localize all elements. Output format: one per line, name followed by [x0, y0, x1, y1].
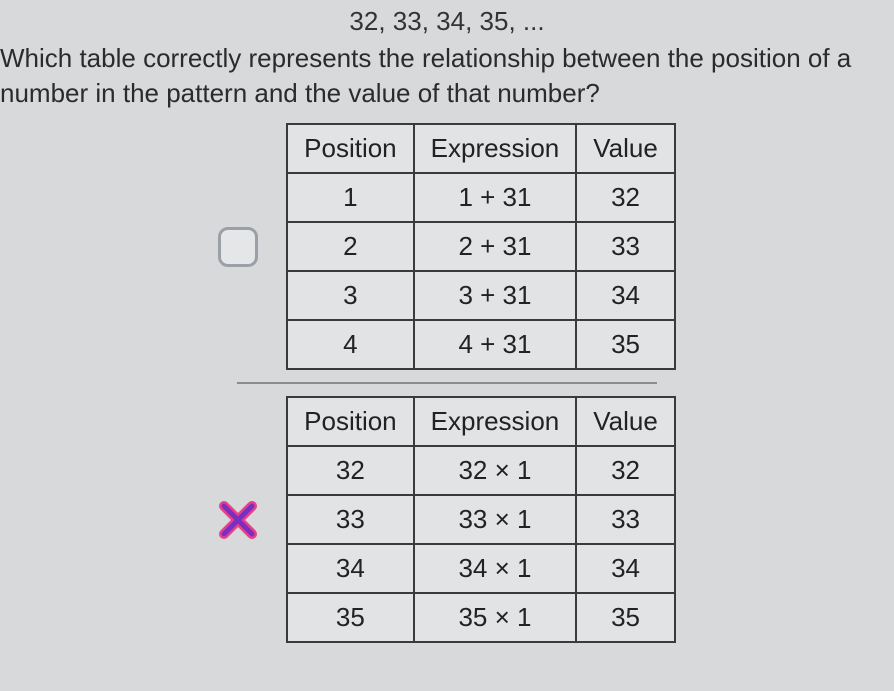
cell: 32	[287, 446, 414, 495]
table-row: 35 35 × 1 35	[287, 593, 675, 642]
cell: 32	[576, 446, 675, 495]
answer-table-1: Position Expression Value 1 1 + 31 32 2 …	[286, 123, 676, 370]
cell: 4 + 31	[414, 320, 577, 369]
table-row: 32 32 × 1 32	[287, 446, 675, 495]
cell: 1	[287, 173, 414, 222]
cell: 35	[576, 320, 675, 369]
cell: 34	[576, 271, 675, 320]
col-value: Value	[576, 124, 675, 173]
table-row: 2 2 + 31 33	[287, 222, 675, 271]
answer-table-2: Position Expression Value 32 32 × 1 32 3…	[286, 396, 676, 643]
table-row: 1 1 + 31 32	[287, 173, 675, 222]
cell: 34	[576, 544, 675, 593]
cell: 33	[287, 495, 414, 544]
cell: 33 × 1	[414, 495, 577, 544]
cell: 35	[287, 593, 414, 642]
table-row: 33 33 × 1 33	[287, 495, 675, 544]
cell: 32 × 1	[414, 446, 577, 495]
question-text: Which table correctly represents the rel…	[0, 41, 894, 111]
cell: 4	[287, 320, 414, 369]
checkbox-empty-icon[interactable]	[218, 227, 258, 267]
option-2[interactable]: Position Expression Value 32 32 × 1 32 3…	[0, 396, 894, 643]
cell: 34 × 1	[414, 544, 577, 593]
cell: 2	[287, 222, 414, 271]
table-header-row: Position Expression Value	[287, 397, 675, 446]
cell: 34	[287, 544, 414, 593]
cell: 3	[287, 271, 414, 320]
table-header-row: Position Expression Value	[287, 124, 675, 173]
cell: 2 + 31	[414, 222, 577, 271]
cell: 33	[576, 222, 675, 271]
cell: 33	[576, 495, 675, 544]
col-position: Position	[287, 397, 414, 446]
col-position: Position	[287, 124, 414, 173]
table-row: 3 3 + 31 34	[287, 271, 675, 320]
checkbox-wrong-icon[interactable]	[218, 500, 258, 540]
option-1[interactable]: Position Expression Value 1 1 + 31 32 2 …	[0, 123, 894, 370]
cell: 3 + 31	[414, 271, 577, 320]
divider	[237, 382, 657, 384]
col-expression: Expression	[414, 397, 577, 446]
table-row: 4 4 + 31 35	[287, 320, 675, 369]
cell: 35 × 1	[414, 593, 577, 642]
col-expression: Expression	[414, 124, 577, 173]
sequence-text: 32, 33, 34, 35, ...	[0, 6, 894, 37]
cell: 1 + 31	[414, 173, 577, 222]
col-value: Value	[576, 397, 675, 446]
table-row: 34 34 × 1 34	[287, 544, 675, 593]
cell: 32	[576, 173, 675, 222]
cell: 35	[576, 593, 675, 642]
